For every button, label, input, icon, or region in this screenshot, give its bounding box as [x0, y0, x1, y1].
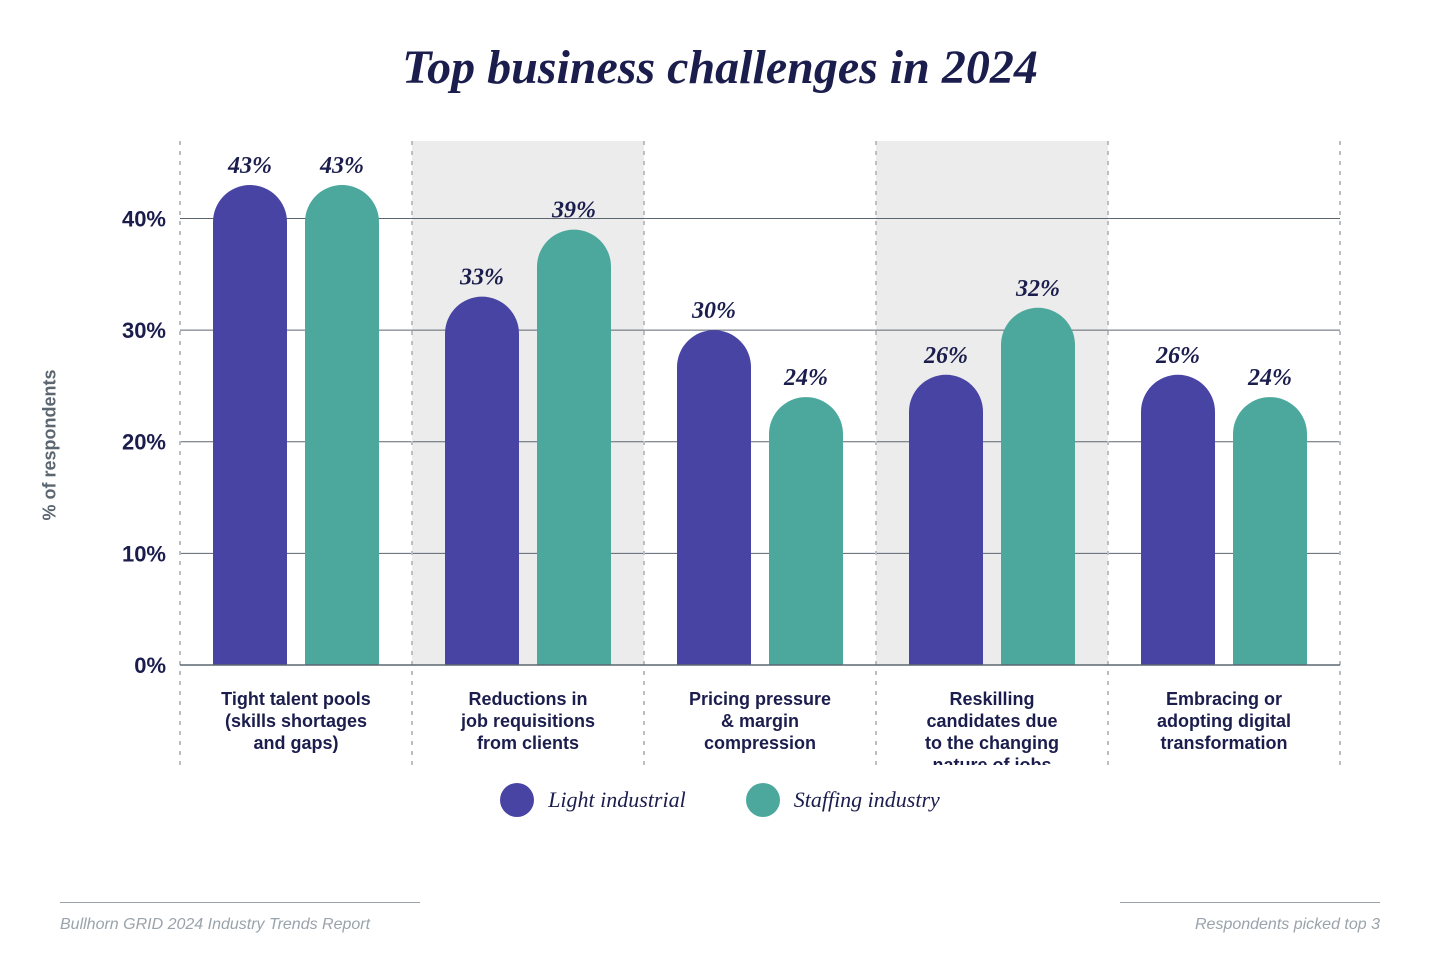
bar	[445, 297, 519, 665]
legend-swatch	[746, 783, 780, 817]
footer-source: Bullhorn GRID 2024 Industry Trends Repor…	[60, 916, 370, 934]
svg-text:33%: 33%	[459, 265, 504, 291]
legend-label: Staffing industry	[794, 787, 940, 813]
svg-text:transformation: transformation	[1160, 733, 1287, 753]
svg-text:nature of jobs: nature of jobs	[932, 755, 1051, 765]
svg-text:Tight talent pools: Tight talent pools	[221, 689, 371, 709]
legend-label: Light industrial	[548, 787, 686, 813]
svg-text:and gaps): and gaps)	[253, 733, 338, 753]
bar	[909, 375, 983, 665]
svg-text:30%: 30%	[691, 298, 736, 324]
bar	[537, 230, 611, 665]
svg-text:24%: 24%	[783, 365, 828, 391]
footer-note: Respondents picked top 3	[1195, 916, 1380, 934]
bar	[1233, 397, 1307, 665]
svg-text:32%: 32%	[1015, 276, 1060, 302]
chart-title: Top business challenges in 2024	[60, 40, 1380, 95]
svg-text:& margin: & margin	[721, 711, 799, 731]
svg-text:Embracing or: Embracing or	[1166, 689, 1282, 709]
svg-text:Reskilling: Reskilling	[949, 689, 1034, 709]
svg-text:40%: 40%	[122, 206, 166, 231]
svg-text:to the changing: to the changing	[925, 733, 1059, 753]
svg-text:26%: 26%	[923, 343, 968, 369]
y-axis-label: % of respondents	[40, 369, 61, 520]
svg-text:Reductions in: Reductions in	[468, 689, 587, 709]
bar	[305, 185, 379, 665]
svg-text:39%: 39%	[551, 198, 596, 224]
svg-text:24%: 24%	[1247, 365, 1292, 391]
bar	[213, 185, 287, 665]
svg-text:43%: 43%	[227, 153, 272, 179]
footer-rule-right	[1120, 902, 1380, 903]
svg-text:compression: compression	[704, 733, 816, 753]
bar	[769, 397, 843, 665]
svg-text:30%: 30%	[122, 318, 166, 343]
svg-text:adopting digital: adopting digital	[1157, 711, 1291, 731]
bar	[677, 330, 751, 665]
svg-text:26%: 26%	[1155, 343, 1200, 369]
legend-item: Light industrial	[500, 783, 686, 817]
svg-text:20%: 20%	[122, 430, 166, 455]
svg-text:10%: 10%	[122, 541, 166, 566]
chart-container: Top business challenges in 2024 % of res…	[0, 0, 1440, 956]
svg-text:(skills shortages: (skills shortages	[225, 711, 367, 731]
bar	[1001, 308, 1075, 665]
svg-text:0%: 0%	[134, 653, 166, 678]
legend: Light industrial Staffing industry	[0, 783, 1440, 817]
svg-text:candidates due: candidates due	[926, 711, 1057, 731]
svg-text:Pricing pressure: Pricing pressure	[689, 689, 831, 709]
svg-text:from clients: from clients	[477, 733, 579, 753]
bar-chart-svg: 0% 10% 20% 30% 40% 43% 43% Tight talent pools(s…	[90, 125, 1350, 765]
footer-rule-left	[60, 902, 420, 903]
svg-text:43%: 43%	[319, 153, 364, 179]
svg-text:job requisitions: job requisitions	[460, 711, 595, 731]
legend-swatch	[500, 783, 534, 817]
plot-area: % of respondents 0%10%20%30%40%43%43%Tig…	[90, 125, 1350, 765]
bar	[1141, 375, 1215, 665]
legend-item: Staffing industry	[746, 783, 940, 817]
footer: Bullhorn GRID 2024 Industry Trends Repor…	[60, 916, 1380, 934]
